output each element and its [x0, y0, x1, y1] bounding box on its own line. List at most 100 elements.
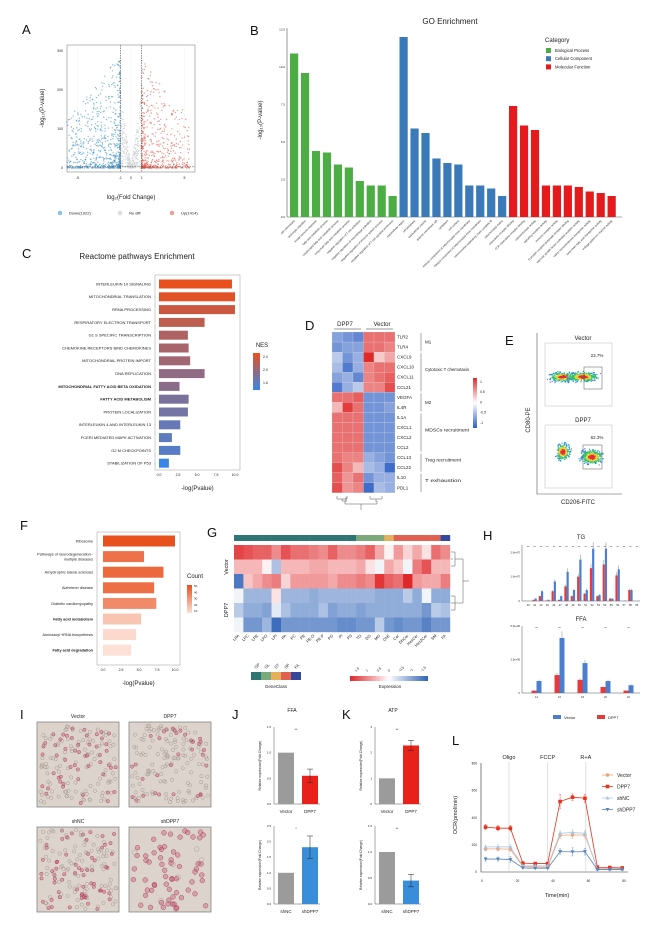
panel-letter: I: [20, 707, 24, 722]
event-dot: [560, 449, 562, 451]
panel-letter: C: [22, 246, 31, 261]
point-nodiff: [125, 143, 128, 145]
point-up: [144, 143, 146, 145]
point-up: [155, 89, 157, 91]
point-down: [100, 111, 102, 114]
cell: [100, 834, 105, 839]
point-up: [147, 108, 149, 111]
point-down: [107, 158, 109, 160]
bar-biological-process: [344, 167, 353, 217]
heatmap-cell: [384, 574, 394, 589]
point-nodiff: [139, 148, 142, 150]
bar: [278, 872, 294, 904]
panel-letter: F: [20, 518, 28, 533]
event-dot: [559, 374, 561, 376]
x-tick-label: 7.5: [214, 473, 219, 477]
point-up: [164, 155, 167, 157]
point-nodiff: [135, 152, 138, 154]
event-dot: [595, 461, 597, 463]
gene-label: CXCL11: [397, 375, 414, 380]
bar-molecular-function: [596, 193, 605, 217]
heatmap-cell: [309, 617, 319, 633]
point-down: [80, 113, 82, 116]
point-down: [76, 167, 78, 169]
point-up: [188, 158, 190, 160]
heatmap-cell: [271, 617, 282, 633]
event-dot: [591, 375, 593, 377]
point-up: [159, 123, 161, 126]
cell: [171, 792, 176, 797]
event-dot: [578, 458, 580, 460]
point-down: [117, 146, 119, 148]
point-up: [157, 120, 159, 123]
point-down: [101, 126, 103, 128]
heatmap-cell: [374, 617, 385, 633]
significance-marker: **: [396, 728, 399, 732]
point-down: [90, 118, 93, 121]
heatmap-cell: [374, 588, 385, 604]
bar-cellular-component: [410, 128, 419, 217]
point-down: [108, 97, 110, 100]
point-up: [144, 162, 146, 165]
point-down: [87, 167, 90, 169]
heatmap-cell: [373, 452, 385, 463]
heatmap-cell: [352, 412, 364, 423]
point-down: [119, 96, 121, 98]
event-dot: [582, 370, 585, 372]
point-up: [158, 91, 160, 93]
heatmap-cell: [271, 545, 282, 560]
point-down: [96, 167, 98, 169]
point-up: [151, 143, 153, 145]
point-down: [118, 124, 120, 126]
point-down: [114, 165, 116, 167]
heatmap-cell: [331, 402, 343, 413]
point-down: [115, 109, 117, 111]
point-down: [71, 155, 73, 157]
event-dot: [561, 445, 563, 448]
bar-dpp7: [531, 690, 537, 693]
category-label: Aminoacyl−tRNA biosynthesis: [42, 633, 93, 637]
point-down: [96, 154, 98, 156]
point-up: [174, 152, 177, 154]
heatmap-cell: [252, 559, 263, 575]
point-down: [118, 71, 121, 74]
event-dot: [594, 452, 596, 454]
event-dot: [590, 372, 592, 375]
heatmap-cell: [384, 482, 396, 493]
y-tick-label: 0.0: [368, 902, 373, 906]
point-down: [116, 167, 118, 169]
event-dot: [583, 454, 585, 456]
point-nodiff: [140, 133, 142, 135]
event-dot: [552, 374, 554, 376]
point-nodiff: [123, 124, 126, 126]
category-label: MITOCHONDRIAL PROTEIN IMPORT: [82, 358, 151, 363]
marker-square: [605, 784, 610, 789]
point-up: [154, 164, 156, 166]
event-dot: [576, 372, 578, 374]
point-down: [107, 145, 110, 147]
point-nodiff: [135, 137, 137, 139]
point-nodiff: [122, 165, 124, 167]
event-dot: [585, 462, 587, 464]
point-down: [118, 160, 121, 162]
heatmap-cell: [280, 588, 291, 604]
x-tick-label: 5.0: [195, 473, 200, 477]
column-label: PS: [346, 633, 354, 641]
event-dot: [596, 453, 599, 455]
point-up: [166, 143, 169, 146]
event-dot: [585, 459, 588, 461]
series-dpp7: [483, 793, 625, 870]
event-dot: [567, 381, 569, 383]
point-up: [166, 151, 169, 153]
event-dot: [570, 378, 572, 380]
event-dot: [563, 458, 566, 461]
bar-cellular-component: [465, 185, 474, 217]
point-down: [118, 116, 120, 118]
event-dot: [594, 376, 596, 378]
event-dot: [561, 442, 563, 444]
cell: [189, 738, 194, 743]
x-tick-label: 51: [584, 603, 587, 607]
point-down: [109, 162, 111, 164]
point-nodiff: [134, 147, 137, 150]
